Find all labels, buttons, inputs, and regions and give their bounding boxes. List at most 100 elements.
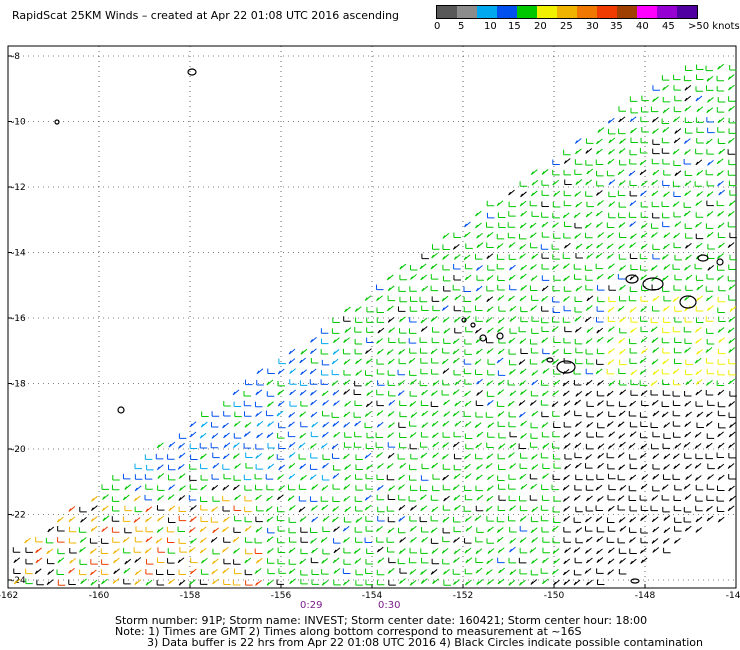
wind-barb: [91, 526, 97, 531]
wind-barb: [168, 454, 175, 459]
wind-barb: [729, 118, 736, 123]
wind-barb: [587, 412, 594, 417]
wind-barb: [717, 201, 724, 206]
wind-barb: [146, 507, 152, 512]
wind-barb: [641, 202, 648, 207]
wind-barb: [246, 463, 253, 468]
wind-barb: [718, 370, 725, 375]
wind-barb: [453, 244, 459, 249]
wind-barb: [268, 369, 275, 374]
wind-barb: [246, 453, 253, 458]
wind-barb: [367, 307, 374, 312]
wind-barb: [432, 358, 439, 363]
wind-barb: [630, 328, 636, 333]
wind-barb: [102, 506, 108, 511]
wind-barb: [619, 569, 626, 574]
wind-barb: [663, 222, 670, 227]
wind-barb: [697, 107, 703, 112]
wind-barb: [728, 211, 734, 216]
wind-barb: [343, 569, 350, 574]
wind-barb: [552, 569, 558, 574]
wind-barb: [145, 517, 151, 522]
wind-barb: [619, 254, 626, 259]
wind-barb: [619, 338, 625, 343]
wind-barb: [289, 422, 295, 427]
wind-barb: [696, 390, 702, 395]
wind-barb: [444, 569, 450, 574]
wind-barb: [290, 369, 296, 374]
wind-barb: [718, 232, 725, 237]
wind-barb: [245, 422, 251, 427]
wind-barb: [244, 475, 251, 480]
wind-barb: [718, 349, 725, 354]
wind-barb: [708, 97, 714, 102]
wind-barb: [664, 548, 671, 553]
wind-barb: [719, 338, 725, 343]
wind-barb: [465, 401, 471, 406]
wind-barb: [266, 507, 272, 512]
wind-barb: [179, 453, 185, 458]
wind-barb: [278, 526, 285, 531]
wind-barb: [398, 370, 405, 375]
wind-barb: [597, 527, 604, 532]
wind-barb: [421, 570, 427, 575]
wind-barb: [641, 117, 648, 122]
wind-barb: [399, 495, 406, 500]
wind-barb: [123, 537, 129, 542]
wind-barb: [344, 316, 351, 321]
time-label-2: 0:30: [378, 600, 400, 611]
wind-barb: [410, 348, 417, 353]
wind-barb: [631, 370, 637, 375]
wind-barb: [421, 327, 427, 332]
wind-barb: [222, 547, 228, 552]
wind-barb: [487, 381, 493, 386]
wind-barb: [156, 538, 162, 543]
wind-barb: [114, 569, 120, 574]
wind-barb: [333, 474, 339, 479]
wind-barb: [728, 85, 734, 90]
wind-barb: [377, 369, 384, 374]
wind-barb: [421, 318, 427, 323]
wind-barb: [411, 505, 417, 510]
wind-barb: [189, 527, 195, 532]
wind-barb: [289, 412, 295, 417]
wind-barb: [521, 211, 527, 216]
wind-barb: [201, 464, 208, 469]
wind-barb: [662, 485, 668, 490]
wind-barb: [387, 506, 394, 511]
wind-barb: [26, 579, 33, 584]
wind-barb: [685, 128, 692, 133]
wind-barb: [640, 380, 647, 385]
wind-barb: [333, 496, 340, 501]
wind-barb: [674, 75, 681, 80]
wind-barb: [575, 138, 581, 143]
wind-barb: [706, 412, 712, 417]
wind-barb: [365, 505, 371, 510]
wind-barb: [420, 381, 427, 386]
lon-tick-label: -160: [89, 591, 110, 601]
footer-note-2: 3) Data buffer is 22 hrs from Apr 22 01:…: [147, 636, 703, 649]
wind-barb: [311, 496, 318, 501]
wind-barb: [663, 443, 670, 448]
wind-barb: [289, 528, 296, 533]
wind-barb: [717, 159, 723, 164]
wind-barb: [618, 170, 624, 175]
wind-barb: [586, 306, 592, 311]
wind-barb: [421, 275, 427, 280]
wind-barb: [189, 495, 196, 500]
wind-barb: [179, 496, 185, 501]
wind-barb: [301, 370, 307, 375]
wind-barb: [421, 453, 427, 458]
wind-barb: [586, 558, 592, 563]
wind-barb: [465, 433, 472, 438]
wind-barb: [487, 243, 494, 248]
wind-barb: [673, 181, 680, 186]
wind-barb: [608, 548, 614, 553]
wind-barb: [564, 401, 570, 406]
wind-barb: [587, 328, 593, 333]
wind-barb: [355, 349, 362, 354]
wind-barb: [608, 316, 615, 321]
wind-barb: [69, 527, 76, 532]
wind-barb: [410, 444, 417, 449]
wind-barb: [531, 306, 537, 311]
